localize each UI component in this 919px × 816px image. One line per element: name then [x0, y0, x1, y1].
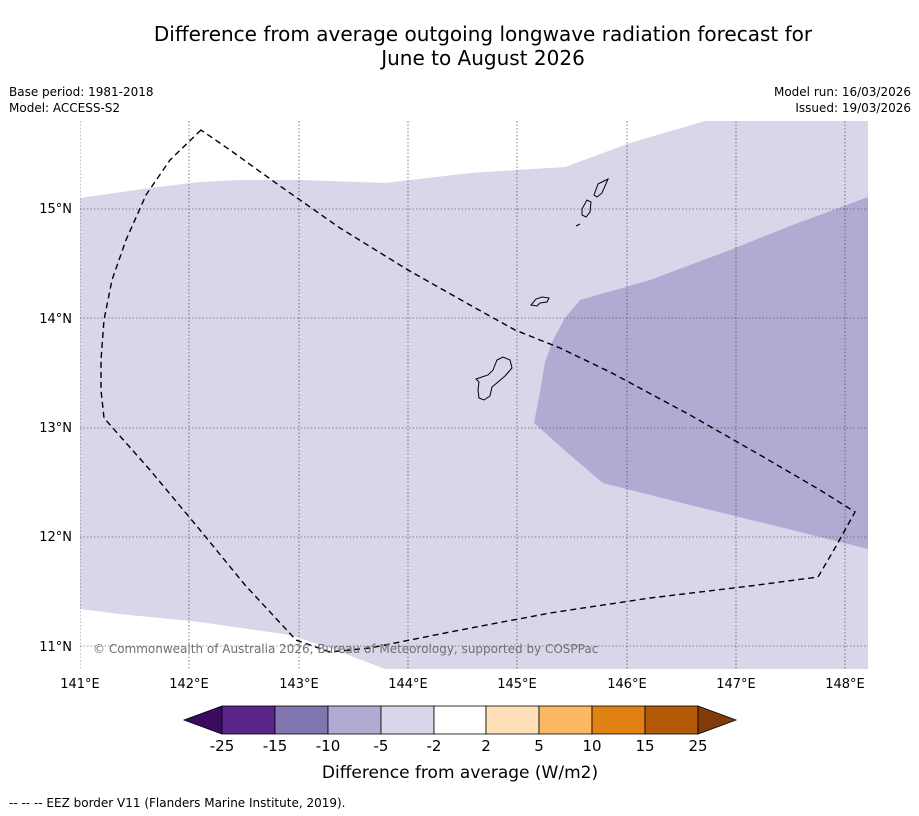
olr-anomaly-band-mid: [534, 197, 868, 549]
latitude-labels: 15°N 14°N 13°N 12°N 11°N: [39, 202, 72, 655]
colorbar-bin: [591, 705, 646, 735]
island-aguijan: [575, 223, 581, 227]
lon-label: 147°E: [716, 677, 756, 692]
colorbar-extend-high: [697, 705, 738, 735]
colorbar-tick: -15: [263, 737, 288, 755]
graticule: [80, 121, 868, 669]
lat-label: 13°N: [39, 421, 72, 436]
map-area: © Commonwealth of Australia 2026, Bureau…: [80, 121, 868, 669]
colorbar-tick: 10: [582, 737, 601, 755]
title-line-2: June to August 2026: [381, 46, 585, 70]
title-line-1: Difference from average outgoing longwav…: [153, 22, 813, 46]
island-rota: [530, 296, 550, 307]
issued-date: Issued: 19/03/2026: [795, 101, 911, 115]
lon-label: 141°E: [60, 677, 100, 692]
colorbar-tick: 2: [481, 737, 491, 755]
lat-label: 12°N: [39, 530, 72, 545]
lon-label: 142°E: [169, 677, 209, 692]
meta-right: Model run: 16/03/2026 Issued: 19/03/2026: [774, 84, 911, 116]
eez-border: [100, 129, 856, 653]
eez-footnote: -- -- -- EEZ border V11 (Flanders Marine…: [9, 796, 346, 810]
colorbar-label: Difference from average (W/m2): [322, 763, 598, 783]
colorbar-tick: 25: [688, 737, 707, 755]
colorbar: -25 -15 -10 -5 -2 2 5 10 15 25 Differenc…: [182, 705, 738, 783]
colorbar-tick: -25: [210, 737, 235, 755]
colorbar-tick: -5: [374, 737, 389, 755]
meta-left: Base period: 1981-2018 Model: ACCESS-S2: [9, 84, 154, 116]
colorbar-tick: 15: [635, 737, 654, 755]
colorbar-bin: [274, 705, 329, 735]
colorbar-bin: [327, 705, 382, 735]
model-name: Model: ACCESS-S2: [9, 101, 121, 115]
colorbar-bin: [380, 705, 435, 735]
colorbar-tick: -2: [427, 737, 442, 755]
colorbar-bin: [433, 705, 487, 735]
colorbar-bin: [538, 705, 593, 735]
colorbar-bin: [644, 705, 699, 735]
lon-label: 145°E: [497, 677, 537, 692]
island-saipan: [593, 177, 609, 198]
islands: [475, 177, 609, 401]
lon-label: 148°E: [825, 677, 865, 692]
lat-label: 11°N: [39, 640, 72, 655]
colorbar-bin: [221, 705, 276, 735]
island-tinian: [581, 199, 592, 218]
colorbar-tick: 5: [534, 737, 544, 755]
copyright-notice: © Commonwealth of Australia 2026, Bureau…: [93, 642, 598, 656]
lon-label: 144°E: [388, 677, 428, 692]
olr-anomaly-band-light: [80, 121, 868, 669]
lon-label: 143°E: [279, 677, 319, 692]
colorbar-extend-low: [182, 705, 223, 735]
island-guam: [475, 356, 513, 401]
longitude-labels: 141°E 142°E 143°E 144°E 145°E 146°E 147°…: [60, 677, 865, 692]
lon-label: 146°E: [607, 677, 647, 692]
colorbar-tick: -10: [316, 737, 341, 755]
chart-title: Difference from average outgoing longwav…: [60, 22, 906, 70]
lat-label: 14°N: [39, 312, 72, 327]
colorbar-bin: [485, 705, 540, 735]
model-run: Model run: 16/03/2026: [773, 85, 911, 99]
colorbar-ticks: -25 -15 -10 -5 -2 2 5 10 15 25: [210, 737, 708, 755]
base-period: Base period: 1981-2018: [9, 85, 154, 99]
lat-label: 15°N: [39, 202, 72, 217]
